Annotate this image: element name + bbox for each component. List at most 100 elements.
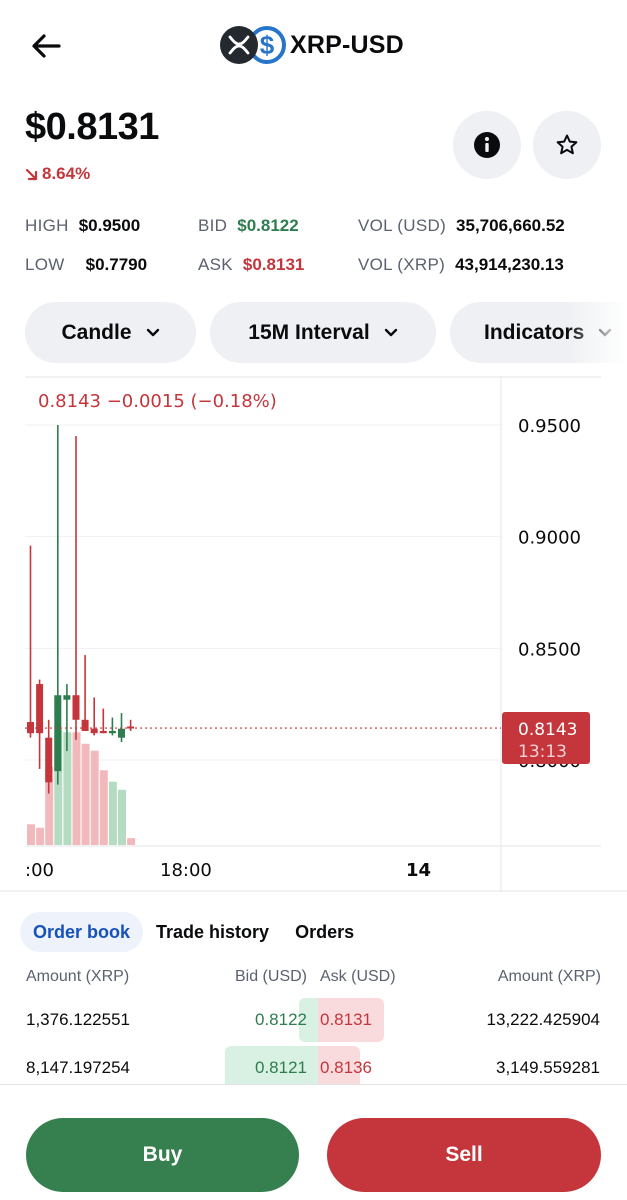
bid-depth-bar [225,1046,318,1090]
chips-fade [567,302,627,364]
buy-button[interactable]: Buy [26,1118,299,1192]
ask-amount: 13,222.425904 [486,1010,600,1029]
xrp-logo-icon [220,26,258,64]
stat-high: HIGH $0.9500 [25,216,140,236]
volume-bar [63,732,72,845]
back-button[interactable] [28,28,64,64]
tab-trade-history[interactable]: Trade history [156,921,270,942]
tab-orders[interactable]: Orders [295,921,355,942]
candle-body [63,695,71,700]
ask-price: 0.8136 [320,1058,372,1077]
chart-type-label: Candle [61,320,132,344]
volume-bar [45,766,54,845]
orderbook-header-ask-amount: Amount (XRP) [497,968,601,985]
chart-controls: Candle 15M Interval Indicators [0,302,627,364]
current-price: $0.8131 [25,106,159,148]
orderbook-header-bid: Bid (USD) [234,968,307,985]
y-tick-label: 0.8500 [518,639,581,660]
pair-title: $ XRP-USD [220,24,404,66]
orderbook-header-bid-amount: Amount (XRP) [26,968,130,985]
volume-bar [127,838,136,845]
stat-high-value: $0.9500 [78,216,141,235]
volume-bar [54,730,63,845]
bid-price: 0.8122 [255,1010,307,1029]
candle-body [90,728,98,734]
chart-legend: 0.8143 −0.0015 (−0.18%) [38,391,277,412]
pair-label: XRP-USD [290,30,404,59]
chart-type-dropdown[interactable]: Candle [25,302,196,363]
x-tick-label: 14 [406,860,431,881]
stat-vol-usd-label: VOL (USD) [358,216,447,235]
price-change-value: 8.64% [42,164,91,183]
stat-low: LOW $0.7790 [25,255,147,275]
price-change: 8.64% [25,164,90,184]
info-icon [474,132,500,158]
chevron-down-icon [146,328,159,337]
ask-depth-bar [318,998,384,1042]
market-tabs: Order book Trade history Orders [20,911,367,953]
orderbook-row[interactable]: 1,376.122551 0.8122 0.8131 13,222.425904 [0,998,627,1042]
bid-depth-bar [299,998,318,1042]
y-tick-label: 0.9000 [518,528,581,549]
stat-bid-label: BID [198,216,228,235]
ask-price: 0.8131 [320,1010,372,1029]
stat-ask-label: ASK [198,255,233,274]
stat-vol-xrp-value: 43,914,230.13 [455,255,564,274]
x-tick-label: :00 [25,860,54,881]
candle-body [81,719,89,731]
header: $ XRP-USD [0,0,627,90]
candle-body [54,695,62,772]
orderbook-header: Amount (XRP) Bid (USD) Ask (USD) Amount … [0,968,627,992]
volume-bar [118,789,126,845]
watchlist-star-button[interactable] [533,111,601,179]
tab-order-book[interactable]: Order book [20,912,144,952]
volume-bar [99,770,108,845]
volume-bar [36,827,45,845]
bid-amount: 1,376.122551 [26,1010,130,1029]
candle-body [72,695,80,720]
current-price-tag-value: 0.8143 [518,720,577,740]
info-button[interactable] [453,111,521,179]
interval-dropdown[interactable]: 15M Interval [210,302,436,363]
stat-vol-xrp-label: VOL (XRP) [358,255,446,274]
stat-low-label: LOW [25,255,65,274]
candle-body [45,737,53,783]
candle-body [108,730,116,734]
stat-vol-xrp: VOL (XRP) 43,914,230.13 [358,255,564,275]
orderbook-row[interactable]: 8,147.197254 0.8121 0.8136 3,149.559281 [0,1046,627,1090]
volume-bar [27,824,35,845]
usd-symbol: $ [259,29,275,60]
orderbook-header-ask: Ask (USD) [320,968,396,985]
stat-vol-usd: VOL (USD) 35,706,660.52 [358,216,565,236]
chevron-down-icon [384,328,397,337]
stat-low-value: $0.7790 [85,255,148,274]
volume-bar [81,743,90,845]
star-icon [556,134,578,155]
candle-body [36,684,44,734]
sell-button[interactable]: Sell [327,1118,601,1192]
stat-high-label: HIGH [25,216,69,235]
market-stats: HIGH $0.9500 LOW $0.7790 BID $0.8122 ASK… [25,210,627,290]
stat-bid: BID $0.8122 [198,216,299,236]
stat-bid-value: $0.8122 [237,216,299,235]
x-tick-label: 18:00 [160,860,212,881]
pair-icons: $ [220,25,286,65]
candle-body [99,730,107,734]
current-price-countdown: 13:13 [518,742,567,762]
arrow-left-icon [32,34,61,58]
ask-amount: 3,149.559281 [496,1058,600,1077]
volume-bar [72,732,81,845]
stat-ask-value: $0.8131 [242,255,305,274]
candle-body [118,728,125,738]
stat-ask: ASK $0.8131 [198,255,304,275]
arrow-down-right-icon [25,168,38,180]
trade-action-bar: Buy Sell [0,1084,627,1200]
stat-vol-usd-value: 35,706,660.52 [456,216,565,235]
current-price-tag: 0.8143 13:13 [502,712,590,764]
volume-bar [90,750,99,845]
ask-depth-bar [318,1046,360,1090]
bid-amount: 8,147.197254 [26,1058,130,1077]
interval-label: 15M Interval [248,320,370,344]
